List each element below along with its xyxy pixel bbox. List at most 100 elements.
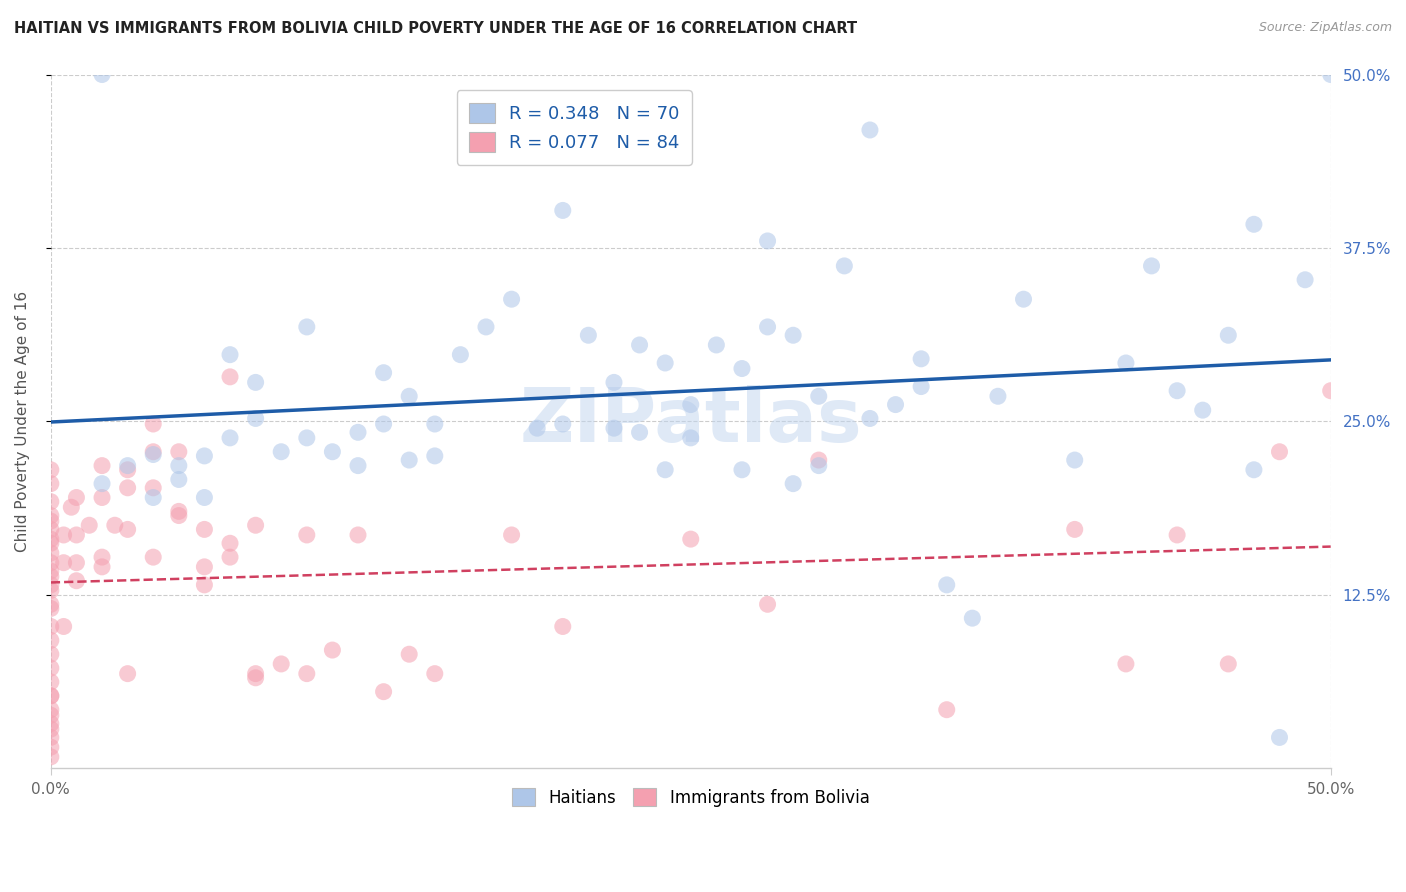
Point xyxy=(347,528,370,542)
Point xyxy=(91,559,114,574)
Point xyxy=(628,425,651,440)
Point xyxy=(1268,444,1291,458)
Point xyxy=(219,348,242,362)
Point xyxy=(219,431,242,445)
Point xyxy=(167,444,190,458)
Point xyxy=(449,348,471,362)
Point xyxy=(731,463,754,477)
Point xyxy=(884,398,907,412)
Point xyxy=(603,376,626,390)
Point xyxy=(679,431,702,445)
Point xyxy=(193,523,215,537)
Point xyxy=(39,689,62,703)
Point xyxy=(39,569,62,583)
Point xyxy=(1140,259,1163,273)
Point xyxy=(91,491,114,505)
Point xyxy=(39,494,62,508)
Point xyxy=(1243,463,1265,477)
Point xyxy=(52,528,75,542)
Point xyxy=(65,528,87,542)
Point xyxy=(39,708,62,723)
Point xyxy=(39,601,62,615)
Point xyxy=(295,528,318,542)
Point xyxy=(1294,273,1316,287)
Point xyxy=(501,528,523,542)
Point xyxy=(501,292,523,306)
Point xyxy=(219,369,242,384)
Point xyxy=(373,366,395,380)
Point xyxy=(142,417,165,431)
Point xyxy=(117,666,139,681)
Point xyxy=(1166,528,1188,542)
Point xyxy=(142,444,165,458)
Point xyxy=(39,597,62,611)
Point xyxy=(756,234,779,248)
Point xyxy=(321,643,343,657)
Point xyxy=(142,550,165,565)
Point xyxy=(65,574,87,588)
Point xyxy=(193,559,215,574)
Point xyxy=(910,379,932,393)
Point xyxy=(39,564,62,578)
Point xyxy=(39,661,62,675)
Point xyxy=(706,338,728,352)
Point xyxy=(1115,657,1137,671)
Point xyxy=(423,417,446,431)
Point xyxy=(219,550,242,565)
Point xyxy=(270,444,292,458)
Point xyxy=(245,376,267,390)
Text: Source: ZipAtlas.com: Source: ZipAtlas.com xyxy=(1258,21,1392,34)
Point xyxy=(423,666,446,681)
Point xyxy=(193,578,215,592)
Point xyxy=(347,425,370,440)
Point xyxy=(270,657,292,671)
Point xyxy=(65,491,87,505)
Point xyxy=(39,508,62,523)
Point xyxy=(39,583,62,598)
Point xyxy=(962,611,984,625)
Point xyxy=(295,320,318,334)
Point xyxy=(679,532,702,546)
Point xyxy=(39,689,62,703)
Point xyxy=(551,619,574,633)
Point xyxy=(321,444,343,458)
Point xyxy=(52,556,75,570)
Point xyxy=(731,361,754,376)
Point xyxy=(142,448,165,462)
Point xyxy=(935,703,957,717)
Point xyxy=(347,458,370,473)
Point xyxy=(39,716,62,731)
Point xyxy=(91,458,114,473)
Point xyxy=(39,463,62,477)
Point xyxy=(39,722,62,736)
Point xyxy=(193,491,215,505)
Point xyxy=(398,389,420,403)
Point xyxy=(1218,328,1240,343)
Point xyxy=(807,453,830,467)
Point xyxy=(91,476,114,491)
Point xyxy=(91,550,114,565)
Point xyxy=(1268,731,1291,745)
Point xyxy=(756,320,779,334)
Point xyxy=(39,703,62,717)
Point xyxy=(117,481,139,495)
Point xyxy=(142,491,165,505)
Point xyxy=(60,500,83,515)
Point xyxy=(373,684,395,698)
Point xyxy=(167,508,190,523)
Point xyxy=(245,666,267,681)
Point xyxy=(39,476,62,491)
Point xyxy=(245,411,267,425)
Point xyxy=(373,417,395,431)
Point xyxy=(654,356,676,370)
Point xyxy=(117,523,139,537)
Point xyxy=(807,458,830,473)
Point xyxy=(39,514,62,528)
Y-axis label: Child Poverty Under the Age of 16: Child Poverty Under the Age of 16 xyxy=(15,291,30,552)
Point xyxy=(859,123,882,137)
Point xyxy=(1243,217,1265,231)
Text: HAITIAN VS IMMIGRANTS FROM BOLIVIA CHILD POVERTY UNDER THE AGE OF 16 CORRELATION: HAITIAN VS IMMIGRANTS FROM BOLIVIA CHILD… xyxy=(14,21,858,36)
Point xyxy=(39,546,62,560)
Point xyxy=(654,463,676,477)
Point xyxy=(295,431,318,445)
